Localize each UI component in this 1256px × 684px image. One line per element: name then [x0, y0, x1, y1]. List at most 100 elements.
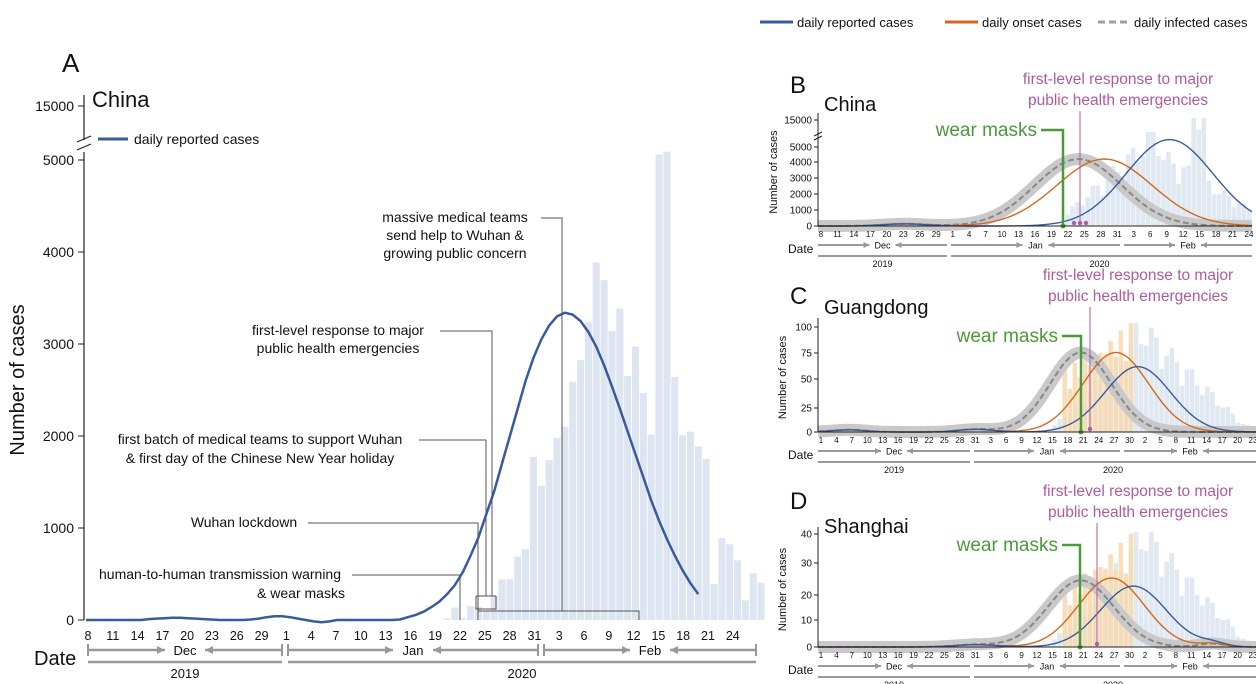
panel-d-year-2019: 2019: [884, 680, 904, 684]
panel-d-bar: [1179, 595, 1185, 647]
panel-c-month-jan: Jan: [1040, 447, 1055, 457]
panel-b-x-tick-label: 20: [882, 230, 891, 239]
panel-b-bar: [1161, 159, 1166, 226]
panel-b: B China first-level response to major publi…: [768, 71, 1254, 269]
panel-a-bar: [694, 446, 702, 620]
top-legend: daily reported cases daily onset cases d…: [760, 15, 1248, 30]
panel-c-x-tick-label: 18: [1063, 436, 1072, 445]
panel-d-bar: [1154, 542, 1159, 647]
panel-a-x-tick-label: 19: [428, 629, 442, 643]
panel-a-month-dec-arrow-head: [157, 646, 165, 654]
panel-b-bar: [1151, 131, 1156, 226]
panel-d-x-tick-label: 16: [894, 651, 903, 660]
panel-d-y-tick-label: 40: [801, 530, 813, 541]
panel-c-x-tick-label: 17: [1218, 436, 1227, 445]
panel-a-y-tick-label: 5000: [43, 152, 74, 168]
panel-b-response-dot: [1071, 220, 1077, 226]
panel-b-bar: [1100, 195, 1106, 226]
panel-a-month-feb-arrow-head: [622, 646, 630, 654]
panel-d-bar: [1149, 532, 1154, 647]
panel-d-year-2020: 2020: [1103, 680, 1123, 684]
panel-b-x-tick-label: 24: [1245, 230, 1254, 239]
panel-d-ylabel: Number of cases: [777, 547, 789, 631]
panel-c-month-jan-arrow-head: [1028, 448, 1034, 454]
panel-c-x-tick-label: 2: [1143, 436, 1148, 445]
panel-b-x-tick-label: 6: [1148, 230, 1153, 239]
panel-c-letter: C: [790, 283, 807, 310]
panel-a-month-jan-arrow-gap: [393, 642, 433, 658]
panel-d-x-tick-label: 15: [1048, 651, 1057, 660]
panel-c-x-tick-label: 22: [925, 436, 934, 445]
panel-c-year-2019: 2019: [884, 465, 904, 475]
annotation-first-level-response: public health emergencies: [257, 340, 420, 356]
panel-d-bar: [1225, 619, 1231, 647]
panel-c-x-tick-label: 16: [894, 436, 903, 445]
panel-d-y-tick-label: 30: [801, 559, 813, 570]
panel-c-onset-bar: [1118, 330, 1124, 432]
panel-c-month-dec-arrow-head: [907, 448, 913, 454]
annotation-bracket: [475, 596, 497, 610]
panel-a-bar: [482, 611, 490, 620]
panel-b-month-dec-arrow-gap: [869, 239, 896, 251]
panel-c-x-tick-label: 9: [1019, 436, 1024, 445]
panel-d-x-tick-label: 28: [955, 651, 964, 660]
panel-a-bar: [545, 460, 553, 620]
panel-c-x-tick-label: 6: [1004, 436, 1009, 445]
panel-a-x-tick-label: 14: [131, 629, 145, 643]
panel-d-x-tick-label: 5: [1158, 651, 1163, 660]
panel-b-x-tick-label: 18: [1212, 230, 1221, 239]
annotation-first-batch: first batch of medical teams to support …: [118, 431, 403, 447]
panel-c-x-tick-label: 1: [819, 436, 824, 445]
panel-d-x-tick-label: 4: [834, 651, 839, 660]
panel-a-bar: [490, 596, 498, 620]
panel-a-bar: [726, 544, 734, 620]
panel-d-bar: [1205, 597, 1210, 647]
panel-b-year-2019: 2019: [872, 259, 892, 269]
panel-a-x-tick-label: 4: [308, 629, 315, 643]
panel-d-xlabel: Date: [788, 663, 814, 677]
panel-a-month-dec-arrow-gap: [165, 642, 205, 658]
panel-d-onset-bar: [1062, 587, 1068, 647]
panel-c-x-tick-label: 25: [940, 436, 949, 445]
panel-c-x-tick-label: 28: [955, 436, 964, 445]
panel-d-bar: [1230, 626, 1236, 647]
panel-b-x-tick-label: 1: [950, 230, 955, 239]
panel-b-y-tick-label: 15000: [784, 116, 812, 127]
panel-b-bar: [1095, 185, 1101, 226]
annotation-medical-teams: growing public concern: [383, 245, 526, 261]
panel-c-x-tick-label: 19: [909, 436, 918, 445]
panel-d-x-tick-label: 24: [1094, 651, 1103, 660]
panel-a-x-tick-label: 20: [180, 629, 194, 643]
panel-a-month-feb: Feb: [639, 643, 661, 658]
panel-c-onset-bar: [1103, 354, 1108, 432]
panel-a-bar: [553, 437, 561, 620]
panel-c-month-feb-arrow-head: [1171, 448, 1177, 454]
panel-a-bar: [514, 556, 522, 620]
panel-a-x-tick-label: 18: [676, 629, 690, 643]
panel-d-x-tick-label: 20: [1233, 651, 1242, 660]
panel-d-bar: [1189, 577, 1195, 647]
panel-c-bar: [1205, 387, 1210, 432]
panel-b-bar: [1115, 171, 1121, 226]
panel-c-month-dec: Dec: [886, 447, 903, 457]
panel-a-axis-break: [76, 135, 92, 143]
panel-d-month-jan-arrow-head: [1028, 663, 1034, 669]
panel-b-bar: [1140, 155, 1146, 226]
panel-c-x-tick-label: 12: [1033, 436, 1042, 445]
panel-a-month-dec-arrow-head: [205, 646, 213, 654]
panel-a-x-tick-label: 24: [726, 629, 740, 643]
panel-b-x-tick-label: 14: [849, 230, 858, 239]
panel-b-x-tick-label: 13: [1014, 230, 1023, 239]
annotation-human-transmission-leader: [352, 574, 461, 620]
panel-d-month-feb-arrow-head: [1171, 663, 1177, 669]
panel-d-onset-bar: [1067, 605, 1073, 647]
panel-a-bar: [647, 434, 655, 620]
panel-d-onset-bar: [1087, 580, 1093, 647]
panel-b-masks-line: [1041, 128, 1065, 226]
panel-a-y-tick-label: 4000: [43, 244, 74, 260]
panel-d-bar: [1057, 632, 1062, 647]
panel-c-y-tick-label: 25: [801, 404, 813, 415]
panel-c-bar: [1179, 385, 1185, 432]
panel-d-x-tick-label: 12: [1033, 651, 1042, 660]
panel-b-bar: [1211, 194, 1217, 226]
